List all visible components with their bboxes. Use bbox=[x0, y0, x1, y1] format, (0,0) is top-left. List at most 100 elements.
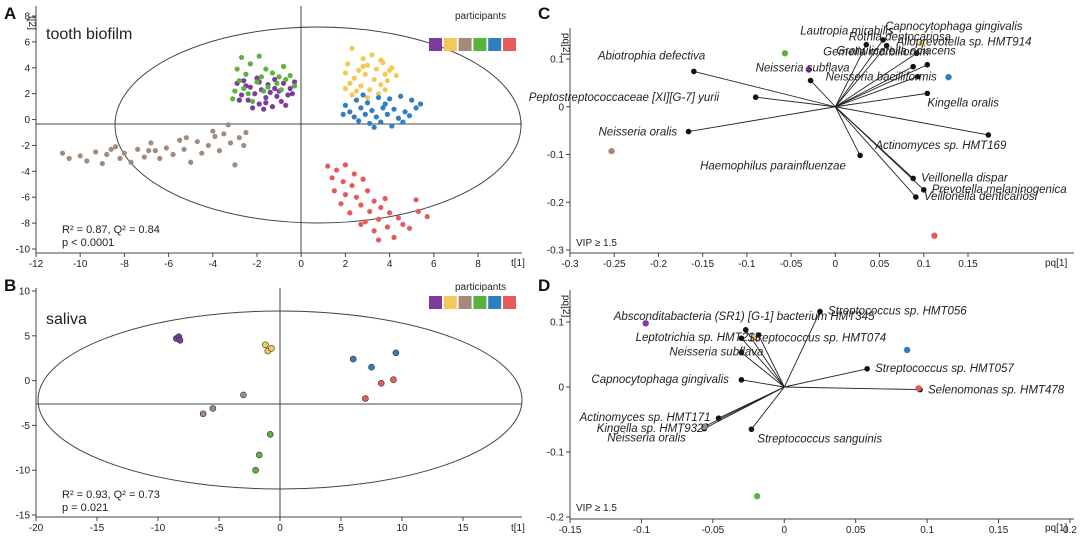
loading-point bbox=[748, 426, 755, 433]
x-tick-label: -0.15 bbox=[691, 259, 714, 270]
score-point bbox=[367, 120, 373, 127]
score-point bbox=[378, 82, 384, 88]
participant-centroid bbox=[749, 335, 757, 342]
loading-label: Gemella morbillorum bbox=[823, 47, 930, 59]
loading-point bbox=[807, 77, 814, 84]
score-point bbox=[265, 84, 271, 90]
score-point bbox=[356, 118, 362, 124]
loading-vector bbox=[693, 70, 836, 108]
score-point bbox=[382, 101, 388, 107]
score-point bbox=[393, 72, 399, 79]
loading-point bbox=[924, 90, 931, 97]
score-point bbox=[351, 171, 357, 177]
x-tick-label: -10 bbox=[73, 259, 88, 270]
loading-point bbox=[924, 61, 931, 68]
score-point bbox=[384, 78, 390, 84]
y-tick-label: 5 bbox=[24, 331, 30, 342]
loading-vector bbox=[755, 96, 836, 108]
loading-vector bbox=[835, 66, 914, 108]
panel-letter-c: C bbox=[538, 4, 550, 23]
score-point bbox=[390, 376, 397, 384]
loading-vector bbox=[783, 311, 821, 388]
score-point bbox=[371, 124, 377, 130]
x-tick-label: -0.05 bbox=[780, 259, 803, 270]
score-point bbox=[364, 62, 371, 68]
y-tick-label: 8 bbox=[24, 12, 30, 23]
loading-point bbox=[715, 415, 722, 422]
score-point bbox=[364, 188, 371, 194]
loading-point bbox=[985, 132, 992, 138]
y-tick-label: -15 bbox=[16, 511, 31, 522]
x-tick-label: -10 bbox=[151, 523, 166, 534]
loading-label: Prevotella melaninogenica bbox=[932, 184, 1067, 196]
score-point bbox=[243, 129, 249, 136]
score-point bbox=[93, 149, 99, 155]
loading-point bbox=[880, 37, 886, 43]
x-tick-label: -0.2 bbox=[650, 259, 668, 270]
y-tick-label: -10 bbox=[16, 245, 31, 256]
hotelling-ellipse bbox=[37, 310, 523, 490]
x-tick-label: 5 bbox=[338, 523, 344, 534]
loading-label: Selenomonas sp. HMT478 bbox=[928, 385, 1065, 397]
score-point bbox=[342, 102, 348, 108]
score-point bbox=[236, 97, 242, 103]
score-point bbox=[342, 192, 348, 198]
score-point bbox=[367, 87, 373, 93]
participant-points-d bbox=[642, 320, 922, 500]
score-point bbox=[387, 67, 393, 73]
loading-point bbox=[738, 377, 745, 383]
loading-vector bbox=[784, 386, 921, 391]
score-point bbox=[263, 66, 269, 72]
loading-point bbox=[817, 308, 823, 315]
loading-vector bbox=[835, 76, 918, 108]
score-point bbox=[99, 160, 105, 167]
legend-swatch bbox=[488, 296, 502, 309]
score-point bbox=[263, 94, 269, 101]
score-point bbox=[240, 391, 247, 399]
y-tick-label: 0 bbox=[24, 115, 30, 126]
participant-centroid bbox=[781, 50, 789, 57]
legend-swatch bbox=[473, 38, 487, 51]
loading-label: Peptostreptococcaceae [XI][G-7] yurii bbox=[529, 92, 720, 104]
score-point bbox=[360, 92, 366, 98]
score-point bbox=[221, 131, 227, 137]
y-tick-label: 10 bbox=[19, 287, 31, 298]
loading-label: Absconditabacteria (SR1) [G-1] bacterium… bbox=[613, 311, 875, 323]
score-point bbox=[409, 97, 415, 103]
score-point bbox=[241, 78, 247, 84]
loading-labels-d: Streptococcus sp. HMT056Absconditabacter… bbox=[579, 306, 1065, 446]
score-point bbox=[117, 155, 123, 161]
panel-a-title: tooth biofilm bbox=[46, 26, 132, 43]
x-tick-label: 0.2 bbox=[1063, 525, 1077, 536]
loading-vector bbox=[835, 64, 928, 108]
score-point bbox=[212, 133, 218, 139]
x-tick-label: 0 bbox=[833, 259, 839, 270]
loading-label: Kingella sp. HMT932 bbox=[597, 423, 704, 435]
panel-c: C -0.3 -0.25 -0.2 -0.15 -0.1 -0.05 0 0.05 0.1 0.1… bbox=[529, 4, 1074, 270]
y-tick-label: -5 bbox=[21, 421, 30, 432]
score-point bbox=[362, 111, 368, 117]
legend-swatch bbox=[458, 38, 472, 51]
y-tick-label: 2 bbox=[24, 89, 30, 100]
x-tick-label: -0.05 bbox=[701, 525, 724, 536]
score-point bbox=[267, 89, 273, 95]
score-point bbox=[256, 101, 262, 107]
legend-swatch bbox=[458, 296, 472, 309]
loading-vector bbox=[810, 80, 836, 108]
score-point bbox=[380, 105, 386, 111]
score-point bbox=[254, 79, 260, 85]
score-point bbox=[256, 53, 262, 59]
score-point bbox=[238, 54, 245, 61]
score-point bbox=[395, 115, 402, 121]
score-point bbox=[241, 142, 247, 149]
score-point bbox=[148, 140, 154, 146]
score-point bbox=[194, 138, 200, 145]
score-point bbox=[373, 114, 379, 120]
score-point bbox=[163, 145, 169, 151]
loading-vector bbox=[741, 352, 785, 388]
score-point bbox=[371, 198, 377, 204]
score-point bbox=[272, 85, 278, 92]
